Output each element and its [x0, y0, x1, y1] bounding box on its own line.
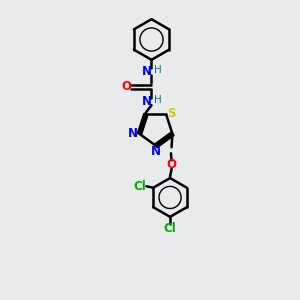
- Text: O: O: [167, 158, 176, 171]
- Text: N: N: [142, 65, 152, 78]
- Text: N: N: [150, 145, 161, 158]
- Text: N: N: [142, 95, 152, 108]
- Text: H: H: [154, 95, 162, 105]
- Text: N: N: [128, 127, 138, 140]
- Text: O: O: [121, 80, 131, 93]
- Text: Cl: Cl: [164, 222, 176, 235]
- Text: Cl: Cl: [134, 180, 146, 193]
- Text: H: H: [154, 65, 162, 75]
- Text: S: S: [167, 107, 176, 120]
